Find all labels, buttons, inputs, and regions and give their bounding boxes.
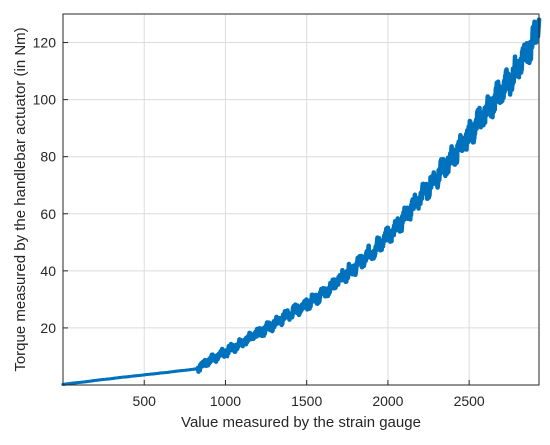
y-tick-label: 120 <box>33 35 57 51</box>
data-point <box>288 311 293 316</box>
grid <box>63 14 539 385</box>
data-point <box>531 37 537 42</box>
data-point <box>385 234 391 239</box>
y-axis-label: Torque measured by the handlebar actuato… <box>12 27 29 371</box>
x-tick-label: 2000 <box>372 393 403 409</box>
main-series-line <box>195 17 542 374</box>
data-point <box>320 291 326 296</box>
data-point <box>499 88 504 94</box>
data-series <box>61 17 542 387</box>
data-point <box>207 358 212 363</box>
data-point <box>369 250 374 255</box>
data-point <box>483 110 488 115</box>
plot-frame <box>62 13 540 386</box>
data-point <box>304 301 309 306</box>
ticks: 500 1000 1500 2000 2500 20 40 60 80 100 120 <box>33 35 485 409</box>
data-point <box>239 339 244 345</box>
x-tick-label: 500 <box>133 393 157 409</box>
data-point <box>271 321 277 326</box>
data-point <box>466 133 472 138</box>
y-tick-label: 20 <box>40 320 56 336</box>
x-tick-label: 2500 <box>454 393 485 409</box>
y-tick-label: 40 <box>40 263 56 279</box>
data-point <box>401 215 407 221</box>
data-point <box>434 174 439 179</box>
y-tick-label: 60 <box>40 206 56 222</box>
data-point <box>223 349 228 355</box>
data-point <box>418 194 423 199</box>
data-point <box>195 365 201 371</box>
data-point <box>450 154 456 159</box>
x-tick-label: 1000 <box>210 393 241 409</box>
data-point <box>336 277 342 282</box>
x-axis-label: Value measured by the strain gauge <box>181 414 421 431</box>
data-point <box>353 264 358 269</box>
data-point <box>255 331 261 336</box>
y-tick-label: 100 <box>33 92 57 108</box>
x-tick-label: 1500 <box>291 393 322 409</box>
data-point <box>515 66 521 71</box>
y-tick-label: 80 <box>40 149 56 165</box>
